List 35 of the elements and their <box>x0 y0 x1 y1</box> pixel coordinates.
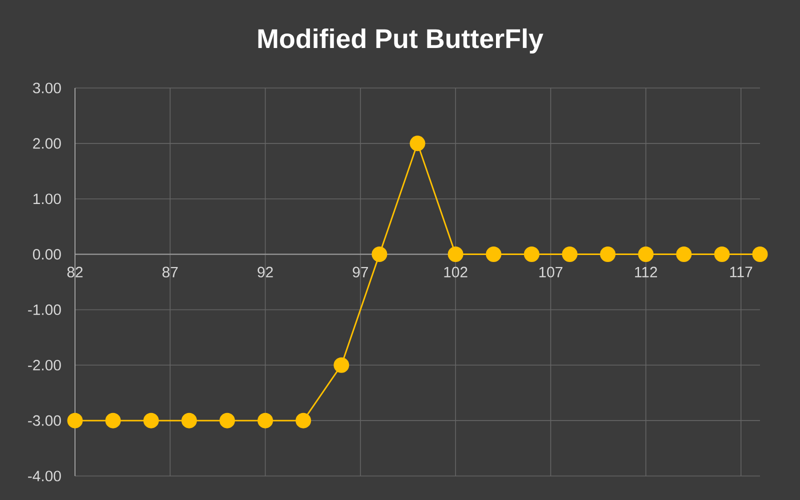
point <box>219 412 235 428</box>
x-tick-label: 102 <box>444 266 468 278</box>
point <box>143 412 159 428</box>
point <box>410 136 426 152</box>
point <box>562 246 578 262</box>
point <box>372 246 388 262</box>
point <box>258 412 274 428</box>
x-tick-label: 87 <box>162 266 178 278</box>
y-tick-label: -3.00 <box>28 415 61 426</box>
point <box>638 246 654 262</box>
point <box>600 246 616 262</box>
point <box>296 412 312 428</box>
x-tick-label: 117 <box>730 266 752 278</box>
y-tick-label: 2.00 <box>33 138 61 149</box>
y-tick-label: 1.00 <box>34 194 61 204</box>
y-tick-label: -2.00 <box>28 360 61 370</box>
point <box>448 246 464 262</box>
point <box>334 357 350 373</box>
x-tick-label: 97 <box>352 266 368 278</box>
x-tick-label: 107 <box>539 266 562 278</box>
point <box>676 246 692 262</box>
y-tick-label: -1.00 <box>28 304 61 315</box>
chart-title: Modified Put ButterFly <box>258 28 544 54</box>
point <box>105 412 121 428</box>
x-tick-label: 112 <box>635 266 657 278</box>
y-tick-label: 3.00 <box>32 82 61 94</box>
point <box>752 246 768 262</box>
point <box>181 412 197 428</box>
point <box>714 246 730 262</box>
point <box>524 246 540 262</box>
y-tick-label: -4.00 <box>28 470 61 482</box>
x-tick-label: 92 <box>258 266 273 278</box>
point <box>67 412 83 428</box>
y-tick-label: 0.00 <box>32 248 61 260</box>
point <box>486 246 502 262</box>
